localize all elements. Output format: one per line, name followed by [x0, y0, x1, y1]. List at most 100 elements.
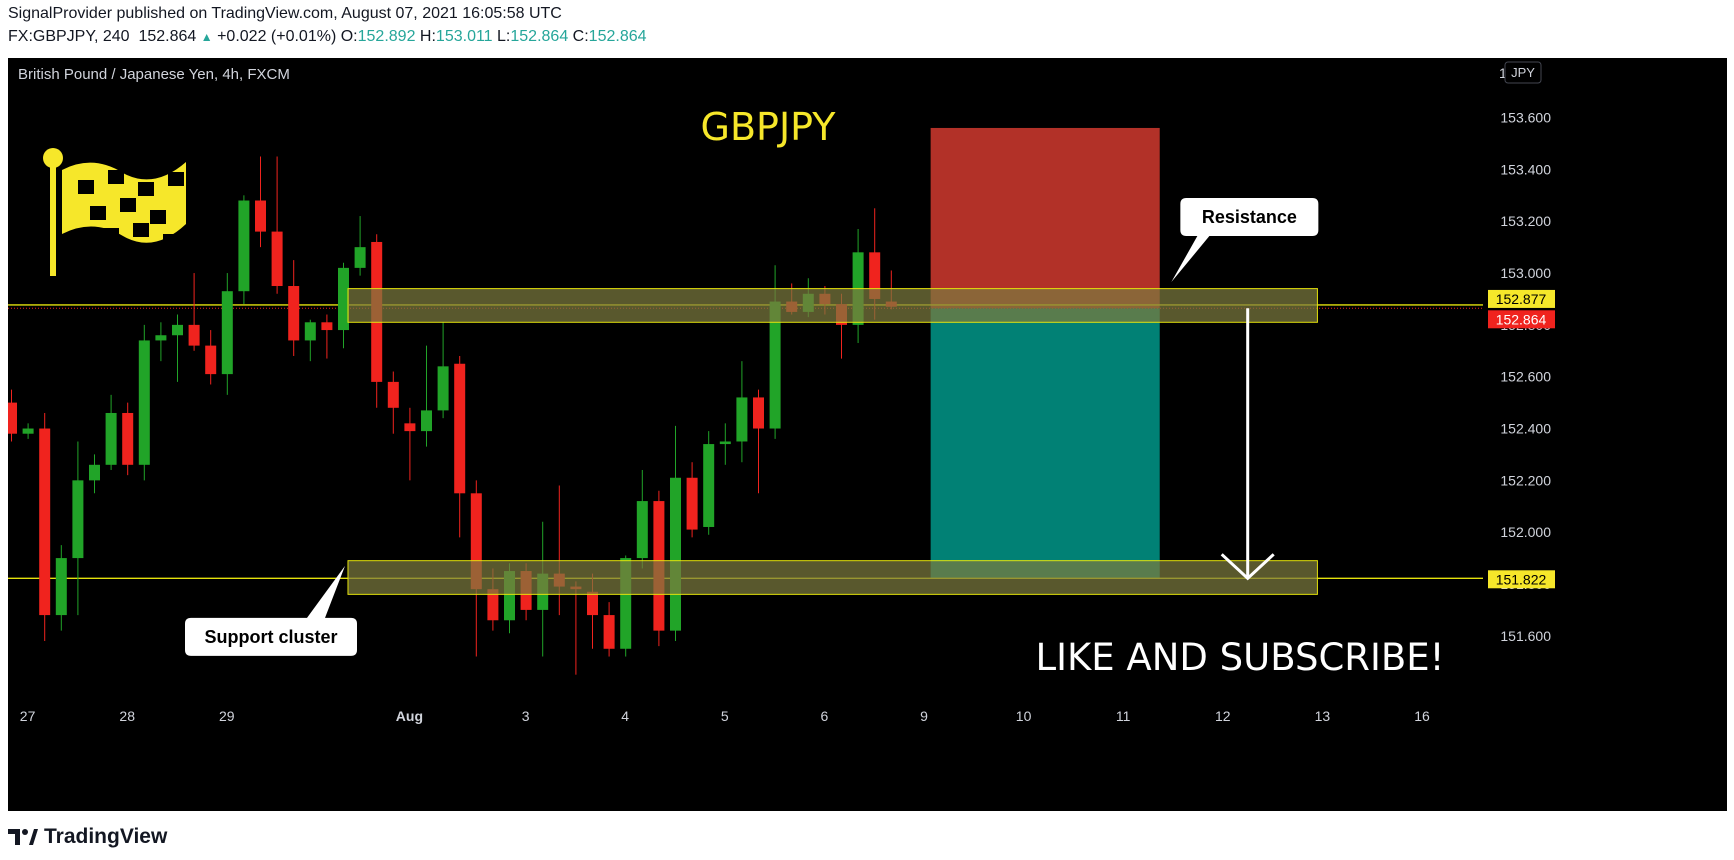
x-tick-label: 12 — [1215, 708, 1231, 724]
x-tick-label: 6 — [821, 708, 829, 724]
candle — [338, 262, 349, 349]
candle — [122, 402, 134, 476]
candle-body — [155, 335, 167, 341]
flag-check — [78, 180, 94, 194]
candle — [686, 462, 698, 538]
flag-knob — [43, 148, 63, 168]
publication-line: SignalProvider published on TradingView.… — [8, 5, 562, 22]
low-label: L: — [497, 28, 511, 45]
flag-check — [108, 170, 124, 184]
candle — [221, 273, 233, 395]
last-price: 152.864 — [138, 28, 197, 45]
flag-check — [103, 228, 119, 242]
candle — [288, 260, 300, 356]
candle-body — [172, 324, 183, 336]
candle — [188, 273, 200, 351]
candle — [753, 389, 764, 494]
candle — [404, 407, 416, 481]
candle — [454, 355, 466, 538]
candle — [155, 322, 167, 362]
flag-check — [163, 234, 179, 248]
candle-body — [188, 324, 200, 346]
candle — [72, 441, 84, 616]
candle-body — [205, 345, 217, 375]
candle — [55, 545, 67, 631]
close-value: 152.864 — [588, 28, 647, 45]
candle — [138, 324, 150, 481]
y-tick-label: 152.200 — [1500, 472, 1551, 488]
candle — [719, 423, 731, 465]
candle-body — [138, 340, 150, 465]
candle-body — [869, 252, 881, 299]
candle-body — [271, 231, 283, 287]
candle-body — [221, 291, 233, 375]
x-tick-label: 16 — [1414, 708, 1430, 724]
candle — [205, 330, 217, 385]
price-change: +0.022 (+0.01%) — [217, 28, 337, 45]
tradingview-logo-icon[interactable] — [8, 827, 38, 847]
x-tick-label: 4 — [621, 708, 629, 724]
candle — [703, 431, 715, 535]
candle — [852, 229, 864, 344]
candle — [172, 314, 183, 382]
candle-body — [72, 480, 84, 559]
open-label: O: — [340, 28, 358, 45]
support-callout — [185, 565, 357, 656]
y-tick-label: 152.400 — [1500, 421, 1551, 437]
candle-body — [288, 286, 300, 341]
footer: TradingView — [8, 822, 167, 852]
candle-body — [404, 423, 416, 432]
candle-body — [437, 366, 449, 411]
x-tick-label: 9 — [920, 708, 928, 724]
x-tick-label: 10 — [1016, 708, 1032, 724]
flag-check — [168, 172, 184, 186]
x-tick-label: 3 — [522, 708, 530, 724]
candle-body — [504, 571, 515, 621]
low-value: 152.864 — [510, 28, 569, 45]
take-profit-zone — [930, 308, 1160, 579]
candle — [354, 216, 366, 276]
candle-body — [753, 397, 764, 429]
candle — [553, 485, 565, 616]
price-tag-label: 151.822 — [1496, 571, 1547, 587]
price-tag-box — [1488, 310, 1555, 329]
candle — [255, 156, 266, 248]
tradingview-brand[interactable]: TradingView — [44, 825, 168, 848]
flag-check — [138, 182, 154, 196]
ohlc-line: FX:GBPJPY, 240 152.864 ▲ +0.022 (+0.01%)… — [8, 28, 647, 46]
resistance-zone — [347, 288, 1318, 323]
currency-badge-box — [1504, 61, 1542, 84]
candle — [421, 345, 432, 447]
candle — [39, 412, 51, 641]
y-tick-label: 153.400 — [1500, 161, 1551, 177]
candle — [304, 319, 316, 362]
candle-body — [454, 363, 466, 494]
candle — [736, 361, 748, 463]
x-tick-label: 29 — [219, 708, 235, 724]
flag-check — [150, 210, 166, 224]
candle-body — [487, 589, 499, 621]
candle — [6, 389, 17, 442]
candle-body — [620, 558, 632, 649]
y-tick-label: 153.000 — [1500, 265, 1551, 281]
symbol-label[interactable]: FX:GBPJPY, 240 — [8, 28, 130, 45]
candle — [570, 581, 582, 675]
candle-body — [105, 412, 117, 465]
y-tick-label: 153.200 — [1500, 213, 1551, 229]
candle-body — [587, 591, 598, 616]
candle-body — [387, 381, 399, 408]
chart-panel[interactable]: Resistance Support cluster GBPJPY LIKE AND … — [6, 58, 1727, 811]
instrument-label: British Pound / Japanese Yen, 4h, FXCM — [18, 66, 290, 83]
flag-check — [90, 206, 106, 220]
candlestick-chart[interactable]: Resistance Support cluster GBPJPY LIKE AND … — [6, 58, 1727, 811]
flag-check — [120, 198, 136, 212]
price-tag-label: 152.864 — [1496, 311, 1547, 327]
candle-body — [238, 200, 250, 292]
candle-body — [321, 322, 333, 331]
flag-check — [133, 223, 149, 237]
candle — [636, 469, 648, 569]
price-tag-box — [1488, 570, 1555, 589]
x-tick-label: 27 — [20, 708, 36, 724]
x-tick-label: 11 — [1116, 708, 1131, 724]
candle-body — [703, 444, 715, 527]
